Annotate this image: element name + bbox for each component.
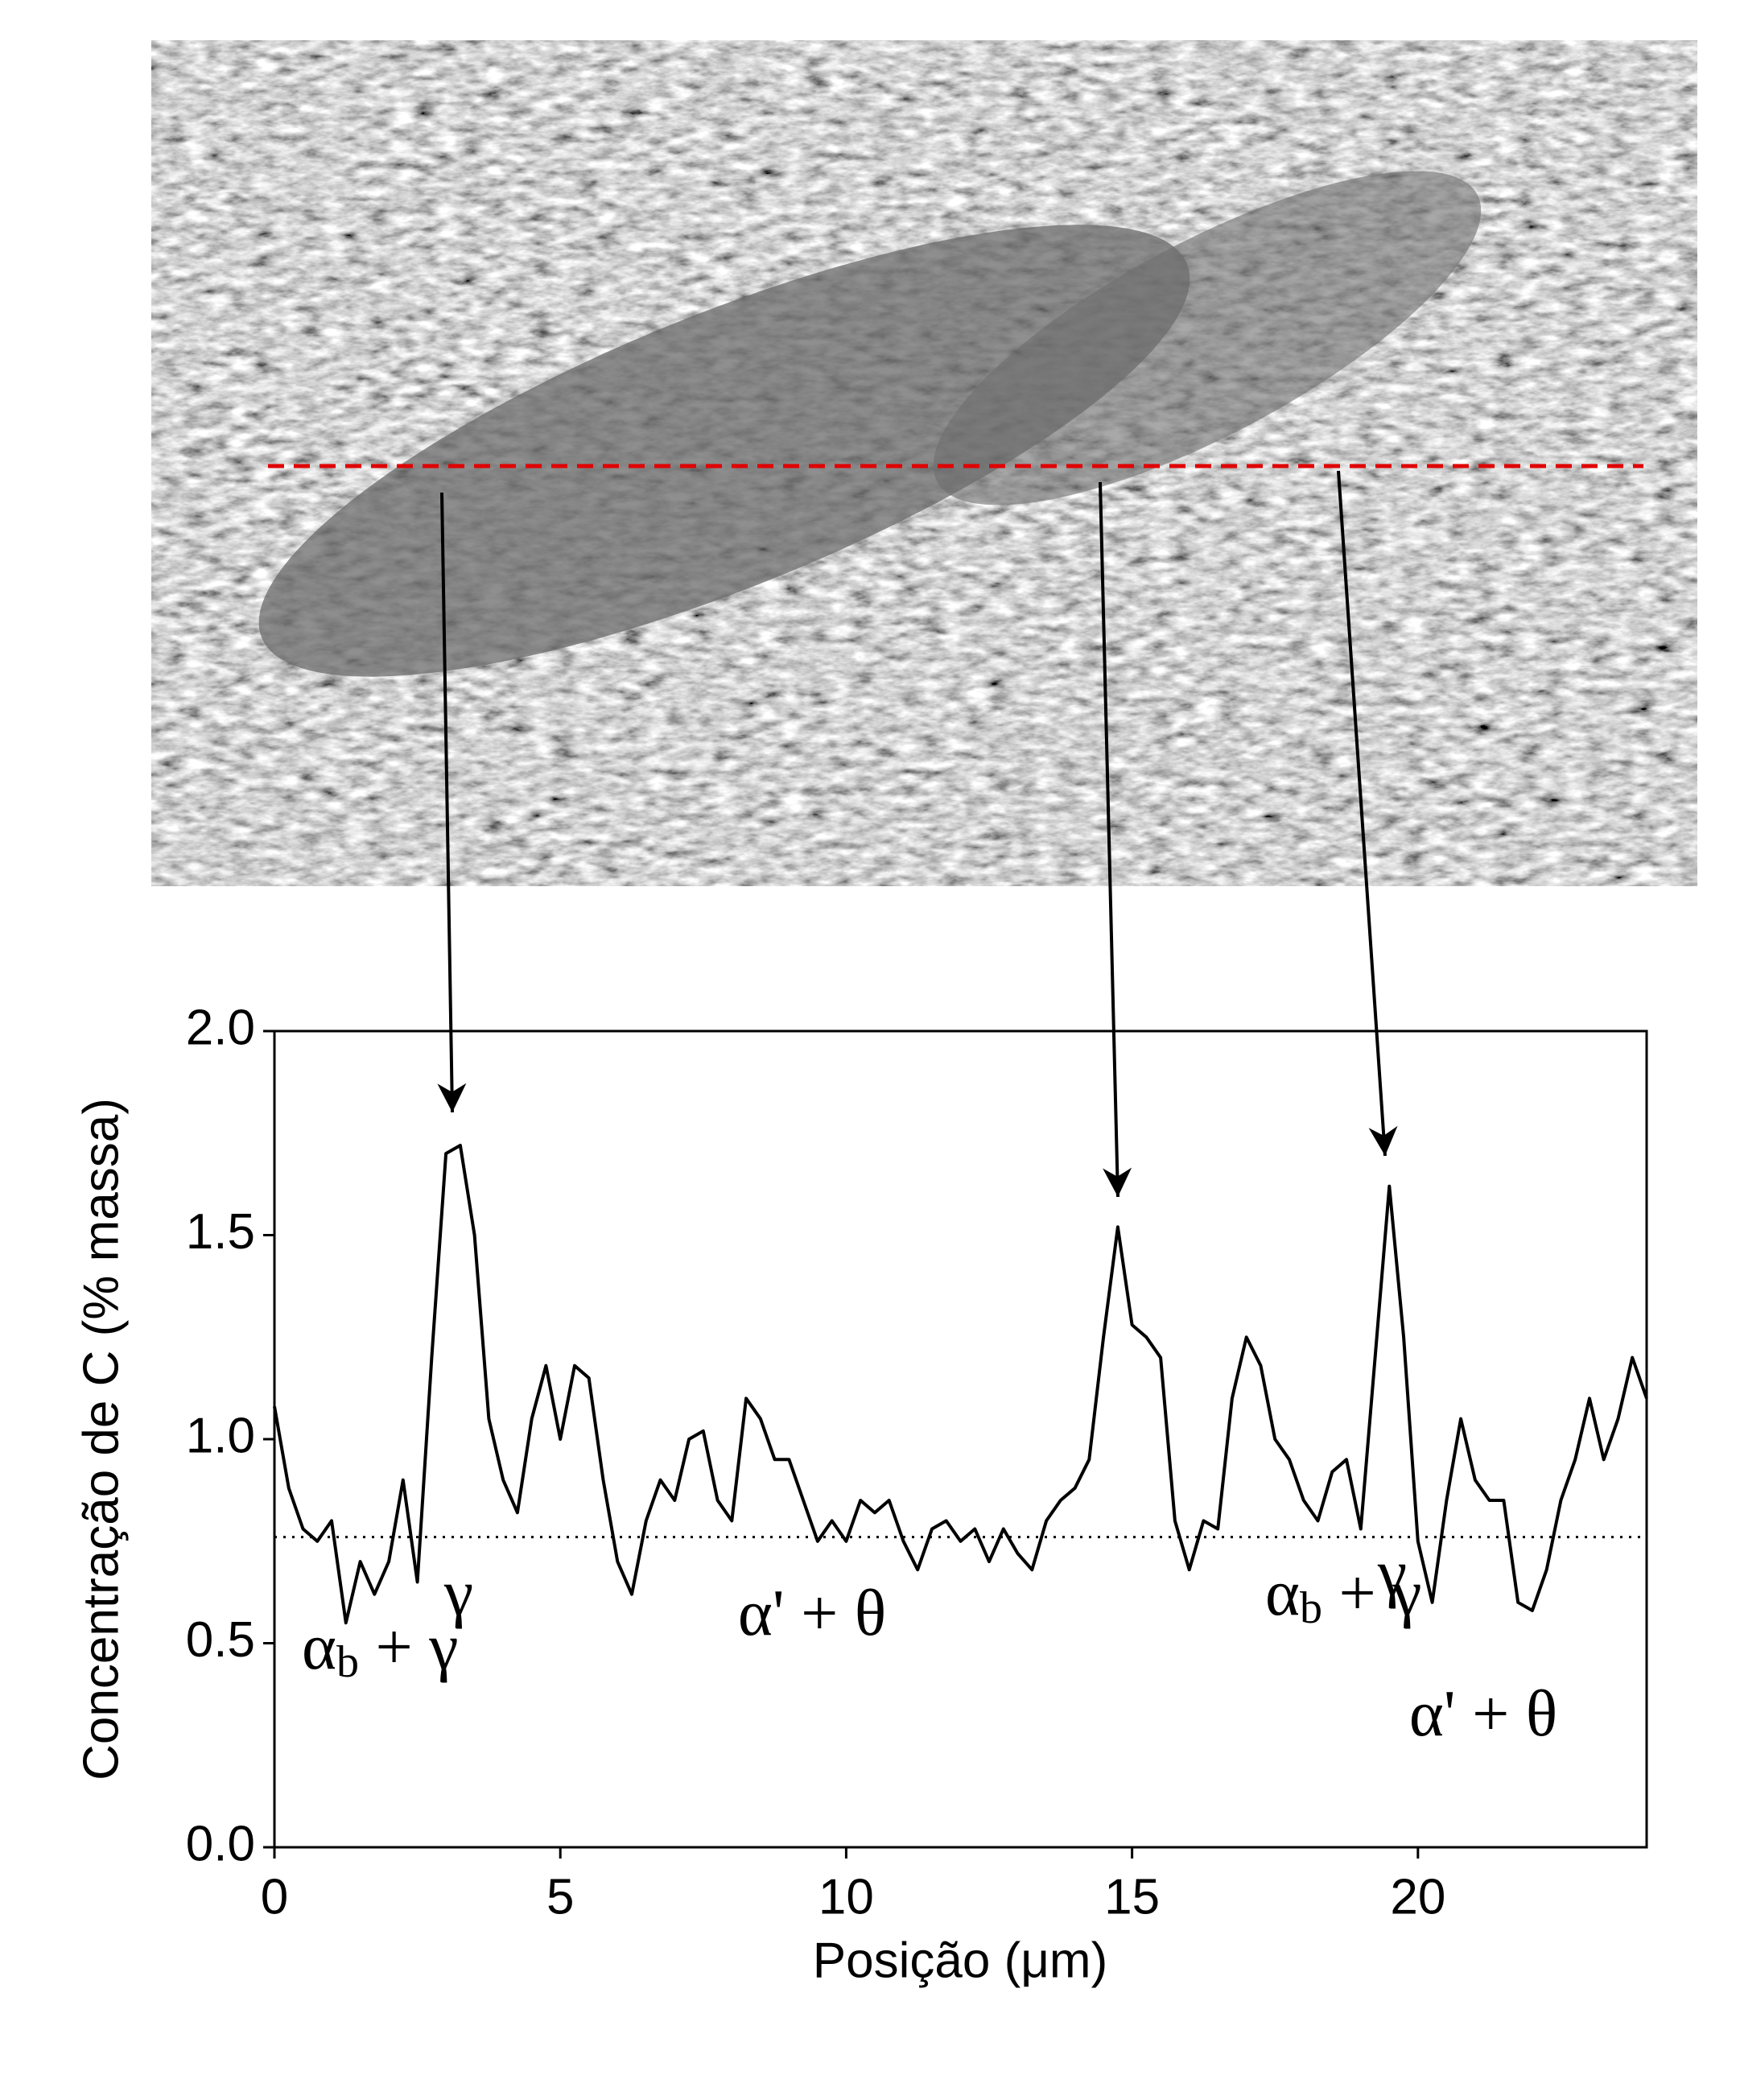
annotation-base: γ bbox=[1377, 1536, 1407, 1609]
annotation: αb + γ bbox=[1265, 1556, 1421, 1633]
annotation-rest: + γ bbox=[359, 1610, 458, 1683]
x-tick-label: 10 bbox=[818, 1869, 874, 1925]
annotation-base: α bbox=[302, 1610, 336, 1683]
y-axis-label: Concentração de C (% massa) bbox=[73, 1098, 129, 1780]
x-tick-label: 20 bbox=[1390, 1869, 1445, 1925]
annotation: γ bbox=[443, 1556, 473, 1629]
annotation-base: α' + θ bbox=[1409, 1677, 1557, 1750]
annotation: αb + γ bbox=[302, 1610, 458, 1687]
annotation-base: α' + θ bbox=[738, 1576, 886, 1649]
y-tick-label: 2.0 bbox=[186, 1000, 255, 1055]
annotation: γ bbox=[1377, 1536, 1407, 1609]
annotation-rest: + γ bbox=[1322, 1556, 1421, 1629]
x-tick-label: 15 bbox=[1104, 1869, 1160, 1925]
annotation: α' + θ bbox=[1409, 1677, 1557, 1750]
annotation-sub: b bbox=[336, 1637, 359, 1687]
annotation-sub: b bbox=[1300, 1583, 1322, 1633]
annotation-base: γ bbox=[443, 1556, 473, 1629]
micrograph bbox=[151, 40, 1697, 886]
annotation-base: α bbox=[1265, 1556, 1300, 1629]
y-tick-label: 0.0 bbox=[186, 1816, 255, 1871]
data-line bbox=[273, 1144, 1648, 1625]
x-tick-label: 0 bbox=[261, 1869, 288, 1925]
annotation: α' + θ bbox=[738, 1576, 886, 1649]
x-tick-label: 5 bbox=[546, 1869, 574, 1925]
arrows bbox=[437, 470, 1398, 1198]
x-axis-label: Posição (μm) bbox=[813, 1933, 1107, 1988]
y-tick-label: 1.0 bbox=[186, 1408, 255, 1463]
y-tick-label: 0.5 bbox=[186, 1612, 255, 1668]
y-tick-label: 1.5 bbox=[186, 1204, 255, 1260]
plot-frame bbox=[273, 1029, 1648, 1849]
